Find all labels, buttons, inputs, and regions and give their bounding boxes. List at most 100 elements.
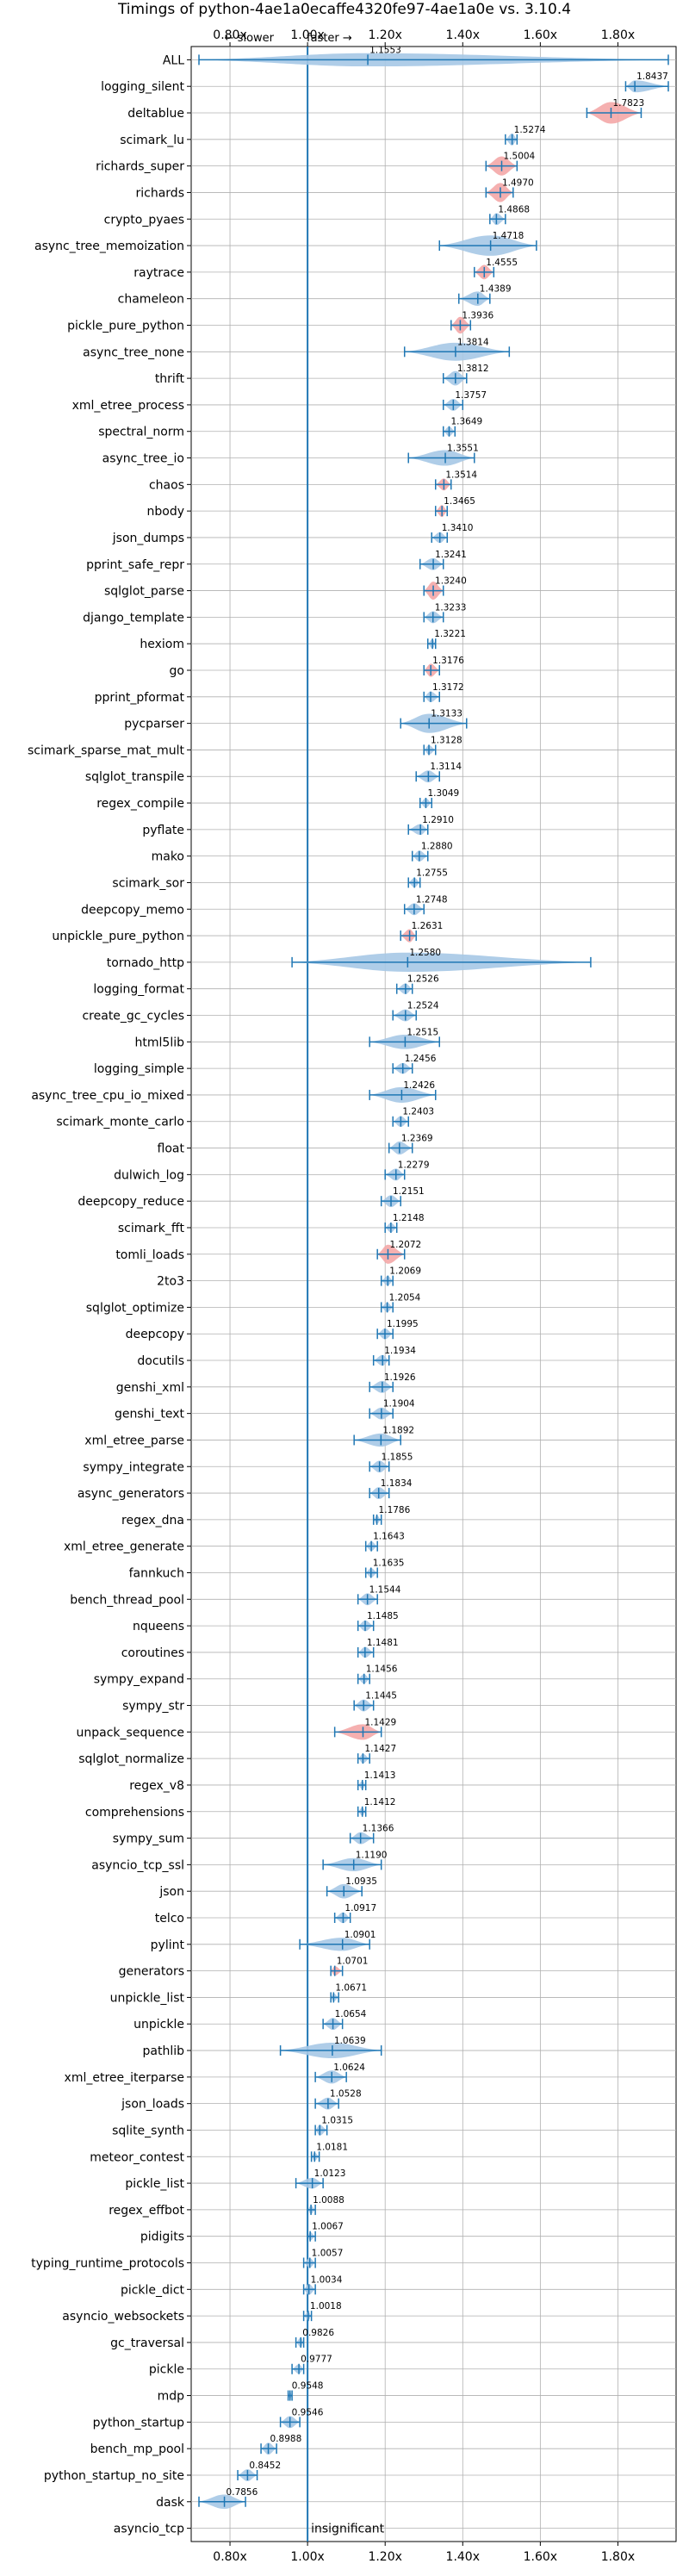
- value-label: 1.1413: [364, 1770, 396, 1781]
- value-label: 1.3233: [435, 602, 467, 613]
- value-label: 1.3114: [430, 762, 462, 772]
- value-label: 1.1412: [364, 1797, 396, 1808]
- x-tick-label-top: 1.00x: [290, 28, 324, 42]
- value-label: 1.0034: [311, 2274, 343, 2285]
- value-label: 1.1481: [367, 1638, 399, 1648]
- category-label: genshi_text: [115, 1408, 185, 1422]
- x-tick-label-bottom: 1.20x: [368, 2550, 401, 2564]
- category-label: go: [170, 664, 184, 678]
- value-label: 1.1934: [384, 1346, 416, 1356]
- value-label: 0.8988: [270, 2434, 302, 2444]
- category-label: pprint_safe_repr: [86, 558, 184, 572]
- value-label: 1.3757: [455, 390, 487, 401]
- category-label: python_startup: [93, 2416, 184, 2430]
- category-label: richards_super: [96, 160, 184, 174]
- value-label: 1.4868: [498, 204, 530, 215]
- category-label: typing_runtime_protocols: [31, 2257, 184, 2271]
- value-label: 1.0654: [335, 2009, 367, 2019]
- category-label: regex_compile: [96, 797, 184, 811]
- value-label: 1.3221: [434, 629, 466, 639]
- category-label: mako: [152, 850, 184, 864]
- value-label: 1.1456: [366, 1664, 398, 1675]
- category-label: sympy_expand: [94, 1673, 184, 1687]
- category-label: bench_thread_pool: [70, 1593, 184, 1607]
- insignificant-note: insignificant: [311, 2523, 385, 2536]
- value-label: 1.0701: [337, 1957, 369, 1967]
- category-label: json: [158, 1885, 184, 1899]
- value-label: 0.8452: [249, 2461, 281, 2471]
- category-label: deepcopy_memo: [81, 903, 184, 917]
- value-label: 1.4970: [502, 177, 534, 188]
- category-label: scimark_lu: [120, 134, 184, 147]
- value-label: 1.2426: [403, 1080, 435, 1091]
- slower-label: ← slower: [225, 32, 275, 45]
- category-label: django_template: [83, 611, 184, 625]
- value-label: 1.1926: [384, 1372, 416, 1383]
- category-label: create_gc_cycles: [82, 1010, 184, 1024]
- x-tick-label-top: 1.80x: [601, 28, 635, 42]
- value-label: 1.3133: [431, 709, 462, 719]
- value-label: 1.0671: [335, 1982, 367, 1993]
- value-label: 1.2054: [389, 1292, 421, 1303]
- value-label: 1.2880: [421, 842, 453, 852]
- category-label: sympy_sum: [113, 1832, 184, 1846]
- value-label: 0.9548: [292, 2381, 324, 2392]
- category-label: regex_effbot: [109, 2204, 184, 2218]
- category-label: crypto_pyaes: [104, 213, 184, 227]
- value-label: 1.0088: [313, 2195, 344, 2206]
- value-label: 1.4389: [480, 284, 512, 295]
- value-label: 1.3410: [442, 523, 474, 533]
- value-label: 1.3551: [447, 444, 479, 454]
- value-label: 1.1429: [364, 1717, 396, 1727]
- value-label: 1.5274: [514, 125, 546, 135]
- category-label: pickle_list: [125, 2177, 184, 2191]
- value-label: 1.2755: [416, 868, 448, 878]
- value-label: 1.5004: [504, 152, 536, 162]
- category-label: deltablue: [127, 107, 184, 121]
- value-label: 1.2910: [422, 815, 454, 825]
- category-label: spectral_norm: [98, 426, 184, 439]
- value-label: 1.3812: [457, 364, 489, 374]
- value-label: 1.3649: [450, 417, 482, 427]
- value-label: 1.2069: [389, 1266, 421, 1277]
- plot-area: 0.80x 0.80x 1.00x 1.00x 1.20x 1.20x 1.40x 1.40x…: [28, 28, 677, 2564]
- category-label: tomli_loads: [115, 1248, 184, 1262]
- category-label: xml_etree_iterparse: [65, 2071, 184, 2085]
- category-label: async_tree_io: [102, 452, 184, 466]
- category-label: fannkuch: [129, 1566, 184, 1580]
- category-label: genshi_xml: [116, 1381, 184, 1395]
- value-label: 1.1190: [356, 1850, 388, 1860]
- value-label: 1.0624: [333, 2063, 365, 2073]
- category-label: scimark_fft: [118, 1222, 185, 1235]
- value-label: 1.3465: [444, 496, 475, 507]
- value-label: 0.9826: [302, 2328, 334, 2338]
- category-label: generators: [119, 1965, 184, 1979]
- x-tick-label-bottom: 1.80x: [601, 2550, 635, 2564]
- category-label: mdp: [158, 2390, 185, 2404]
- value-label: 1.3936: [462, 310, 493, 320]
- value-label: 1.1834: [381, 1478, 413, 1489]
- category-label: hexiom: [140, 638, 184, 651]
- category-label: 2to3: [157, 1275, 184, 1289]
- value-label: 1.3172: [432, 682, 464, 693]
- x-tick-label-top: 1.20x: [368, 28, 401, 42]
- category-label: sqlglot_parse: [104, 585, 184, 599]
- category-label: richards: [136, 186, 185, 200]
- value-label: 1.2526: [407, 974, 439, 985]
- category-label: tornado_http: [107, 956, 184, 970]
- category-label: pickle: [149, 2363, 184, 2377]
- value-label: 1.2403: [402, 1107, 434, 1117]
- value-label: 1.4555: [486, 258, 518, 268]
- category-label: unpickle_list: [110, 1991, 185, 2005]
- value-label: 1.3049: [427, 788, 459, 799]
- category-label: unpack_sequence: [77, 1726, 184, 1739]
- value-label: 1.3514: [445, 470, 477, 480]
- category-label: pickle_pure_python: [67, 319, 184, 333]
- category-label: async_tree_none: [83, 345, 184, 359]
- value-label: 0.9546: [292, 2407, 324, 2417]
- category-label: chameleon: [118, 293, 184, 307]
- x-tick-label-top: 1.40x: [446, 28, 480, 42]
- value-label: 0.9777: [301, 2355, 332, 2365]
- chart-title: Timings of python-4ae1a0ecaffe4320fe97-4…: [117, 1, 571, 18]
